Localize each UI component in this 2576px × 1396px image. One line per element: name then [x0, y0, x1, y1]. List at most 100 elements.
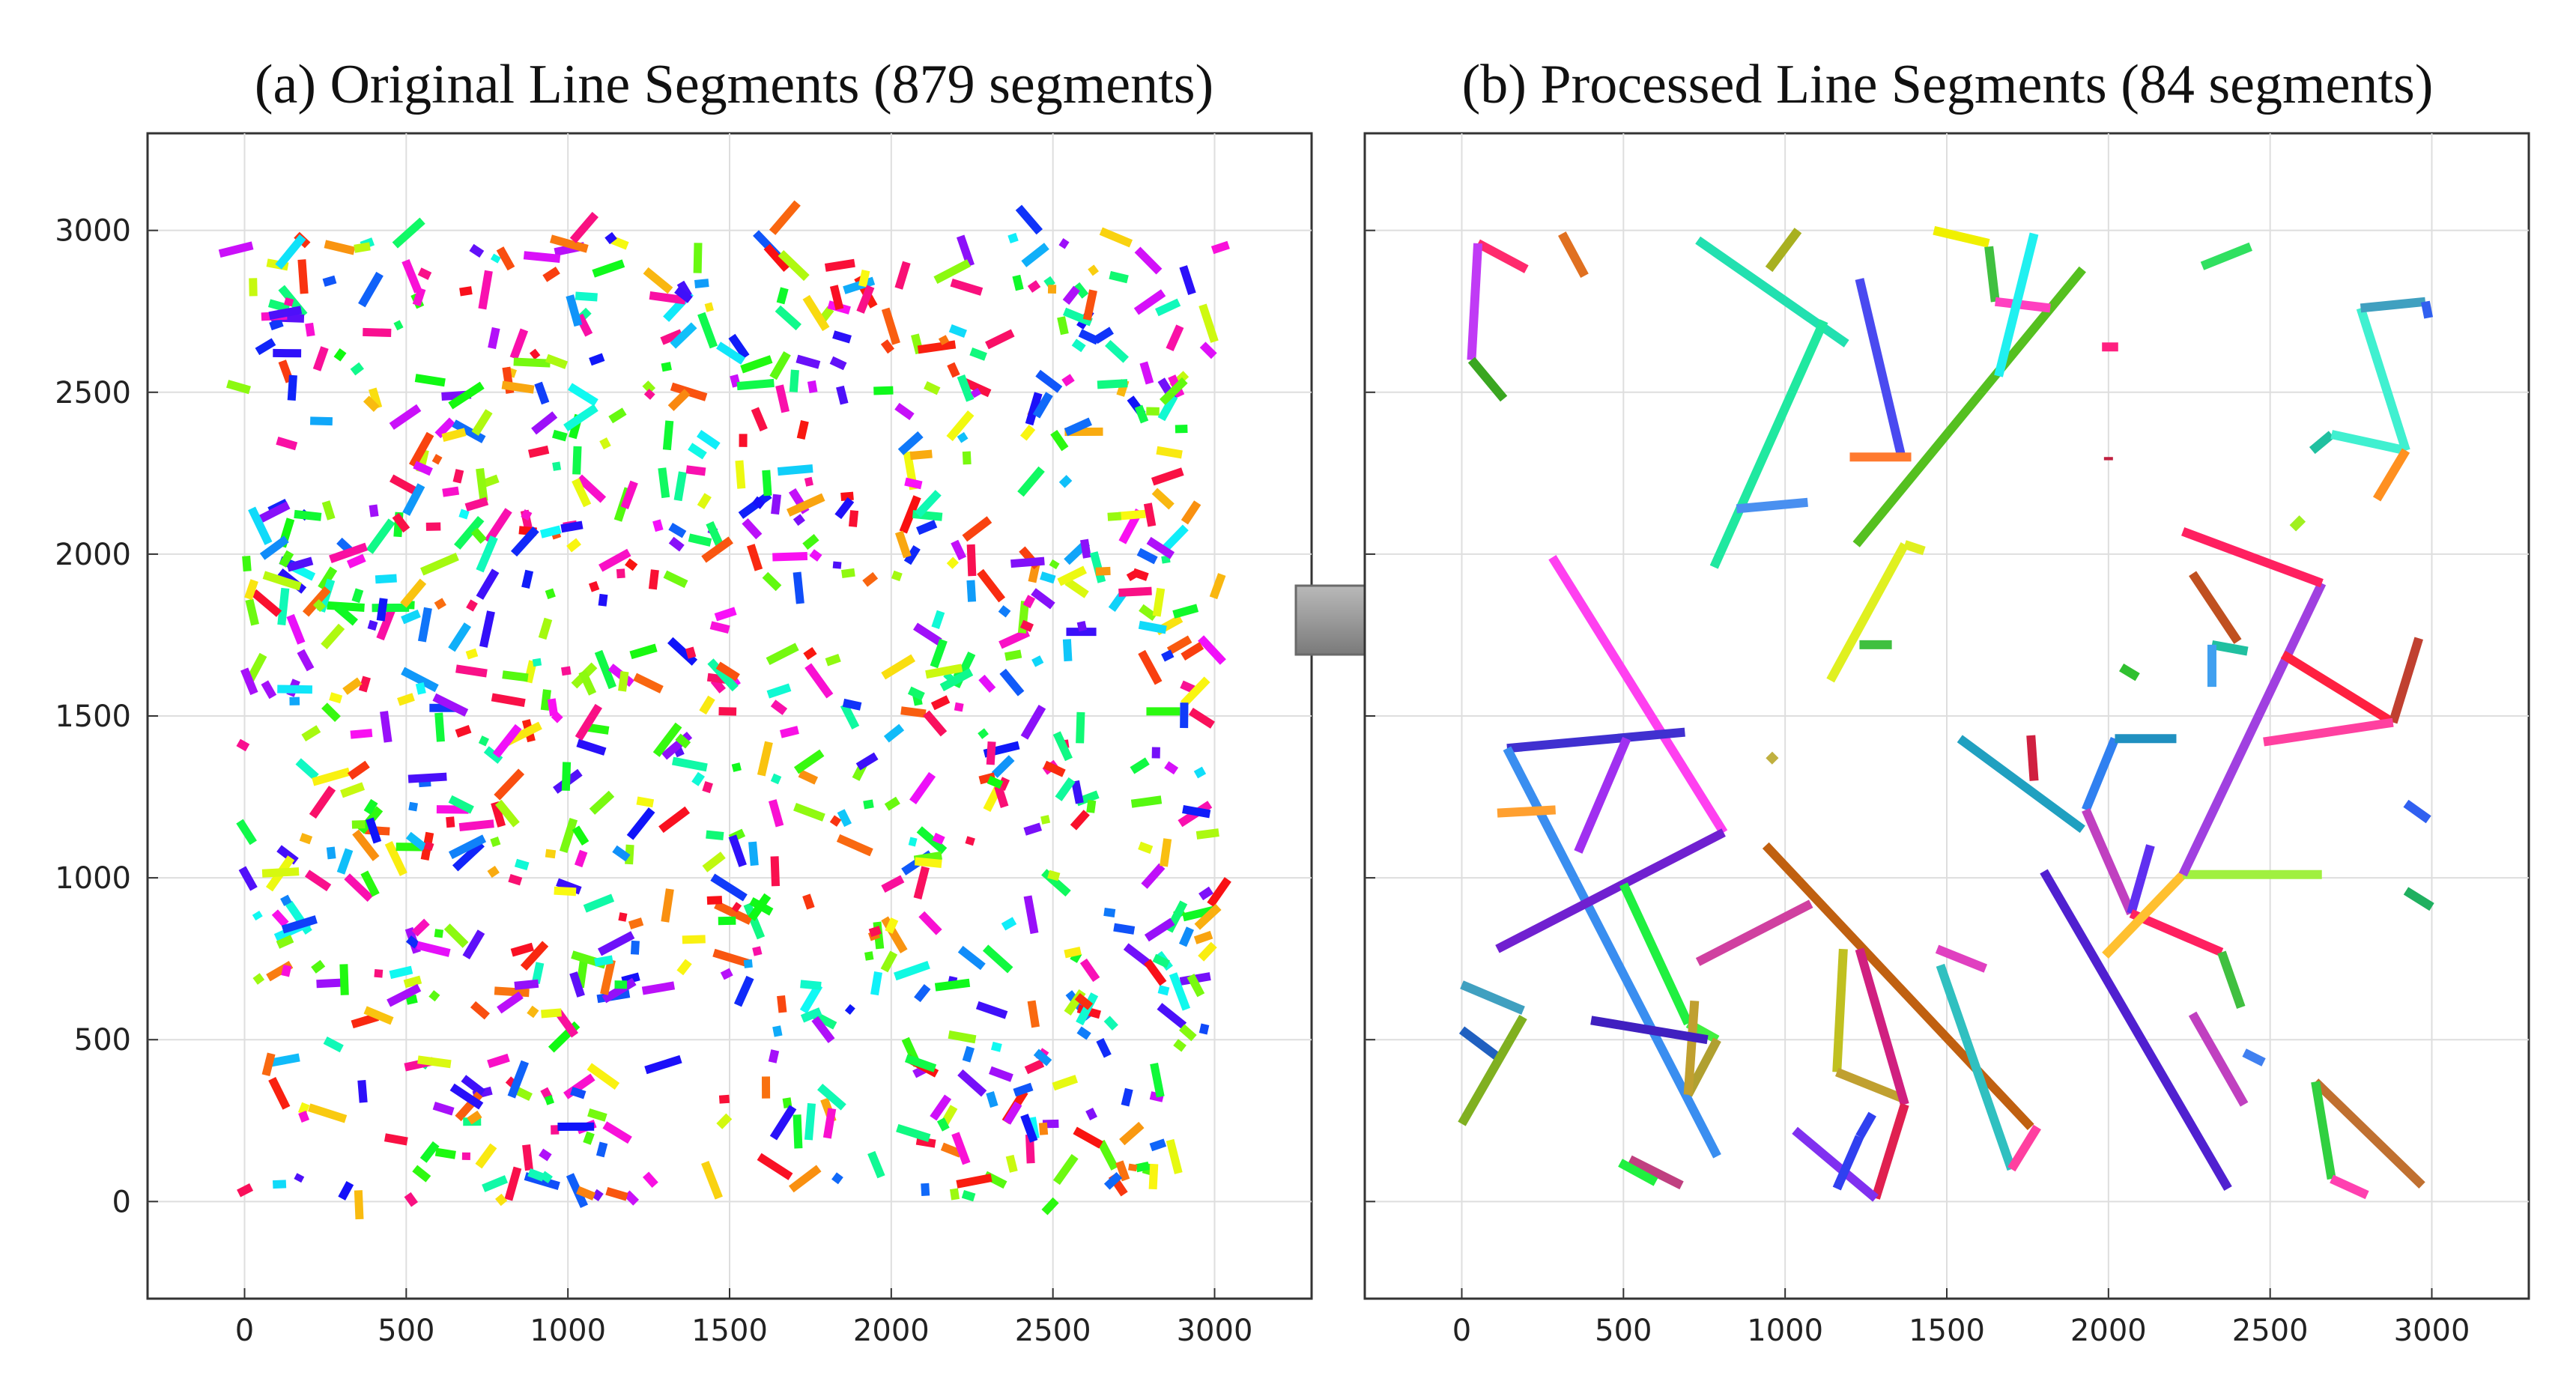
panel-a-segment — [240, 667, 258, 696]
panel-b-segment-27 — [1903, 540, 1926, 556]
panel-a-segment — [811, 1016, 835, 1043]
panel-a-grid — [148, 133, 1312, 1299]
panel-a-segment — [336, 848, 354, 875]
panel-a-segment — [957, 374, 975, 402]
panel-a-segment — [1178, 926, 1195, 947]
panel-a-segment — [278, 359, 294, 383]
panel-a-segment — [946, 556, 960, 569]
panel-a-segment — [1198, 941, 1217, 962]
panel-a-segment — [939, 668, 974, 692]
panel-a-segment — [415, 682, 426, 695]
panel-b-segment-48 — [1832, 1135, 1864, 1191]
panel-a-segment — [248, 506, 273, 545]
panel-a-segment — [795, 354, 821, 369]
panel-a-segment — [455, 725, 472, 738]
panel-a-segment — [735, 460, 746, 489]
panel-a-segment — [670, 322, 697, 349]
panel-a-segment — [358, 271, 384, 308]
panel-a-segment — [930, 638, 948, 669]
panel-a-segment — [663, 570, 688, 589]
panel-a-segment — [576, 1186, 596, 1201]
panel-a-segment — [591, 1189, 604, 1202]
panel-a-segment — [1099, 227, 1133, 248]
panel-a-ticks: 0 500 1000 1500 2000 2500 3000 0 500 1000 1500 2000… — [55, 214, 1252, 1348]
panel-a-segment — [448, 381, 485, 410]
panel-b-segment-52 — [2007, 1124, 2041, 1172]
panel-a-segment — [951, 539, 967, 561]
panel-a-segment — [458, 819, 494, 832]
panel-b-segment-0 — [1476, 239, 1529, 273]
panel-a-segment — [1052, 1153, 1079, 1186]
panel-a-segment — [259, 535, 289, 560]
panel-a-segment — [909, 771, 936, 804]
panel-a-segment — [618, 671, 629, 692]
panel-a-segment — [339, 964, 349, 995]
panel-a-x-tick-label-4: 2000 — [853, 1314, 930, 1348]
panel-a-segment — [829, 815, 842, 827]
panel-b-segment-47 — [1792, 1126, 1879, 1202]
panel-b-segment-20 — [2356, 306, 2410, 452]
panel-a-segment — [1152, 953, 1170, 968]
panel-a-segment — [620, 480, 638, 509]
panel-a-segment — [462, 929, 485, 959]
panel-a-segment — [1159, 377, 1188, 405]
panel-a-segment — [714, 900, 753, 925]
panel-a-segment — [350, 362, 364, 376]
panel-a-segment — [1188, 707, 1215, 729]
panel-a-segment — [417, 1055, 452, 1069]
panel-a-segment — [1195, 828, 1219, 840]
panel-a-segment — [575, 313, 593, 337]
panel-a-segment — [1128, 1163, 1138, 1172]
panel-a-segment — [504, 1166, 522, 1201]
panel-a-segment — [423, 841, 434, 852]
panel-a-segment — [793, 803, 825, 822]
panel-a-segment — [600, 959, 616, 995]
panel-a-segment — [894, 402, 915, 421]
panel-a-segment — [914, 984, 931, 1003]
panel-a-segment — [587, 1063, 620, 1090]
panel-a-segment — [1144, 917, 1175, 942]
panel-a-segment — [693, 243, 703, 273]
panel-a-segment — [1040, 815, 1051, 825]
panel-a-segment — [694, 279, 709, 288]
panel-b-segment-79 — [2330, 1174, 2369, 1200]
panel-a-segment — [970, 387, 981, 398]
panel-a-segment — [311, 959, 326, 974]
panel-a-segment — [1055, 777, 1076, 801]
panel-a-segment — [709, 621, 730, 634]
panel-a-segment — [1082, 289, 1097, 321]
panel-a-segment — [261, 867, 300, 878]
panel-a-segment — [354, 242, 371, 253]
panel-a-segment — [1149, 1138, 1167, 1152]
panel-a-segment — [380, 711, 393, 743]
panel-a-segment — [822, 1108, 837, 1139]
panel-a-segment — [323, 1036, 344, 1053]
panel-b-segment-83 — [1618, 1159, 1658, 1186]
panel-a-y-tick-label-5: 2500 — [55, 376, 131, 410]
panel-a-segment — [921, 1183, 930, 1197]
panel-a-segment — [948, 324, 967, 339]
panel-a-segment — [642, 380, 656, 394]
panel-a-segment — [287, 374, 297, 401]
panel-a-segment — [281, 915, 318, 934]
panel-a-segment — [458, 509, 470, 520]
panel-a-segment — [597, 931, 635, 956]
panel-a-segment — [804, 663, 834, 699]
panel-a-segment — [513, 357, 551, 368]
panel-a-segment — [844, 1004, 855, 1015]
panel-a-segment — [1079, 958, 1100, 983]
panel-a-segment — [446, 816, 455, 828]
panel-a-segment — [570, 1087, 587, 1099]
panel-a-segment — [527, 1005, 539, 1019]
panel-a-segment — [704, 302, 714, 312]
panel-b-segment-70 — [2280, 650, 2395, 726]
panel-a-segment — [1024, 1059, 1045, 1075]
panel-b-segment-18 — [2309, 431, 2335, 455]
panel-a-segment — [1166, 1138, 1183, 1174]
panel-a-segment — [1181, 500, 1201, 525]
panel-b-segment-34 — [1766, 751, 1779, 765]
panel-a-segment — [961, 1190, 976, 1202]
panel-a-segment — [710, 873, 748, 902]
panel-a-segment — [1139, 604, 1157, 622]
